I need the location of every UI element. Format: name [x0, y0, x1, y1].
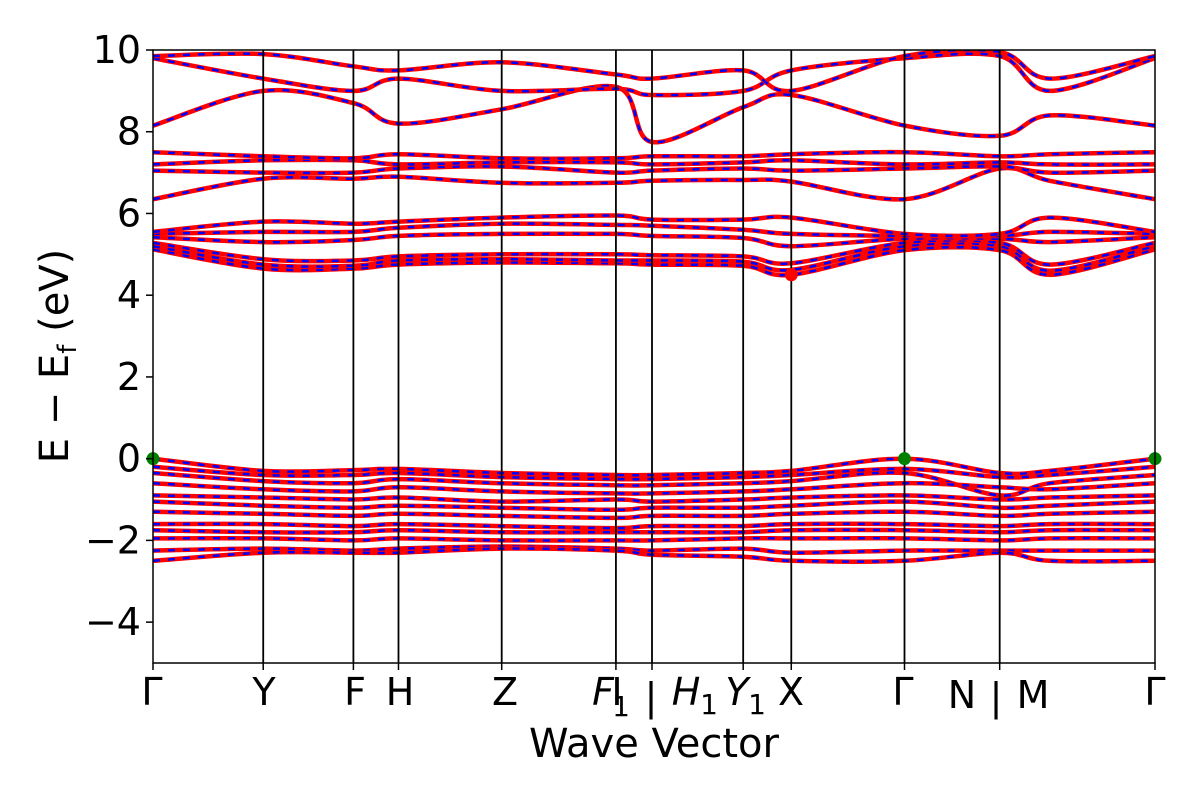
x-tick-label-h1: H: [672, 670, 701, 714]
x-axis-label: Wave Vector: [529, 721, 780, 767]
x-tick-label-gamma-start: Γ: [141, 670, 162, 714]
x-tick-label-gamma-end: Γ: [1144, 670, 1165, 714]
y-tick-label: 2: [117, 355, 141, 399]
high-symmetry-lines: [262, 50, 1001, 663]
y-tick-label: −4: [85, 600, 141, 644]
band-edge-markers: [146, 268, 1162, 466]
cbm-marker-1: [784, 268, 798, 282]
x-tick-label-f1-subscript: 1: [612, 690, 630, 723]
x-tick-label-y1-subscript: 1: [748, 688, 766, 721]
y-axis-label-unit: (eV): [32, 249, 78, 345]
x-tick-label-y: Y: [251, 670, 276, 714]
vbm-marker-2: [898, 452, 911, 466]
y-axis-label: E − Ef (eV): [32, 249, 83, 464]
x-tick-label-i: I: [611, 670, 622, 714]
x-axis-ticks: [152, 663, 1156, 670]
x-tick-label-x: X: [778, 670, 804, 714]
y-tick-label: −2: [85, 518, 141, 562]
x-tick-label-gamma-mid: Γ: [892, 670, 913, 714]
x-axis-tick-labels: Γ Y F H Z F I 1 | H 1 Y 1 X Γ N | M Γ: [141, 670, 1165, 723]
x-tick-label-y1: Y: [725, 670, 751, 714]
y-tick-label: 0: [117, 437, 141, 481]
x-tick-label-n: N: [948, 673, 976, 717]
plot-frame: [152, 49, 1156, 664]
y-axis-ticks: −4 −2 0 2 4 6 8 10: [85, 28, 153, 644]
bands-layer: [153, 50, 1155, 564]
x-tick-label-m: M: [1017, 673, 1050, 717]
x-tick-label-h1-subscript: 1: [700, 688, 718, 721]
x-tick-label-f-italic: F: [592, 670, 615, 714]
x-tick-label-f: F: [344, 670, 366, 714]
y-tick-label: 4: [117, 273, 141, 317]
x-tick-label-z: Z: [492, 670, 518, 714]
y-tick-label: 8: [117, 110, 141, 154]
x-tick-label-separator-2: |: [990, 675, 1003, 720]
valence-band-1-spin-up: [153, 456, 1155, 478]
x-tick-label-h: H: [386, 670, 415, 714]
x-tick-label-separator-1: |: [645, 675, 658, 720]
y-tick-label: 6: [117, 191, 141, 235]
y-tick-label: 10: [93, 28, 141, 72]
y-axis-label-main: E − E: [32, 354, 78, 464]
y-axis-label-subscript: f: [53, 344, 83, 354]
